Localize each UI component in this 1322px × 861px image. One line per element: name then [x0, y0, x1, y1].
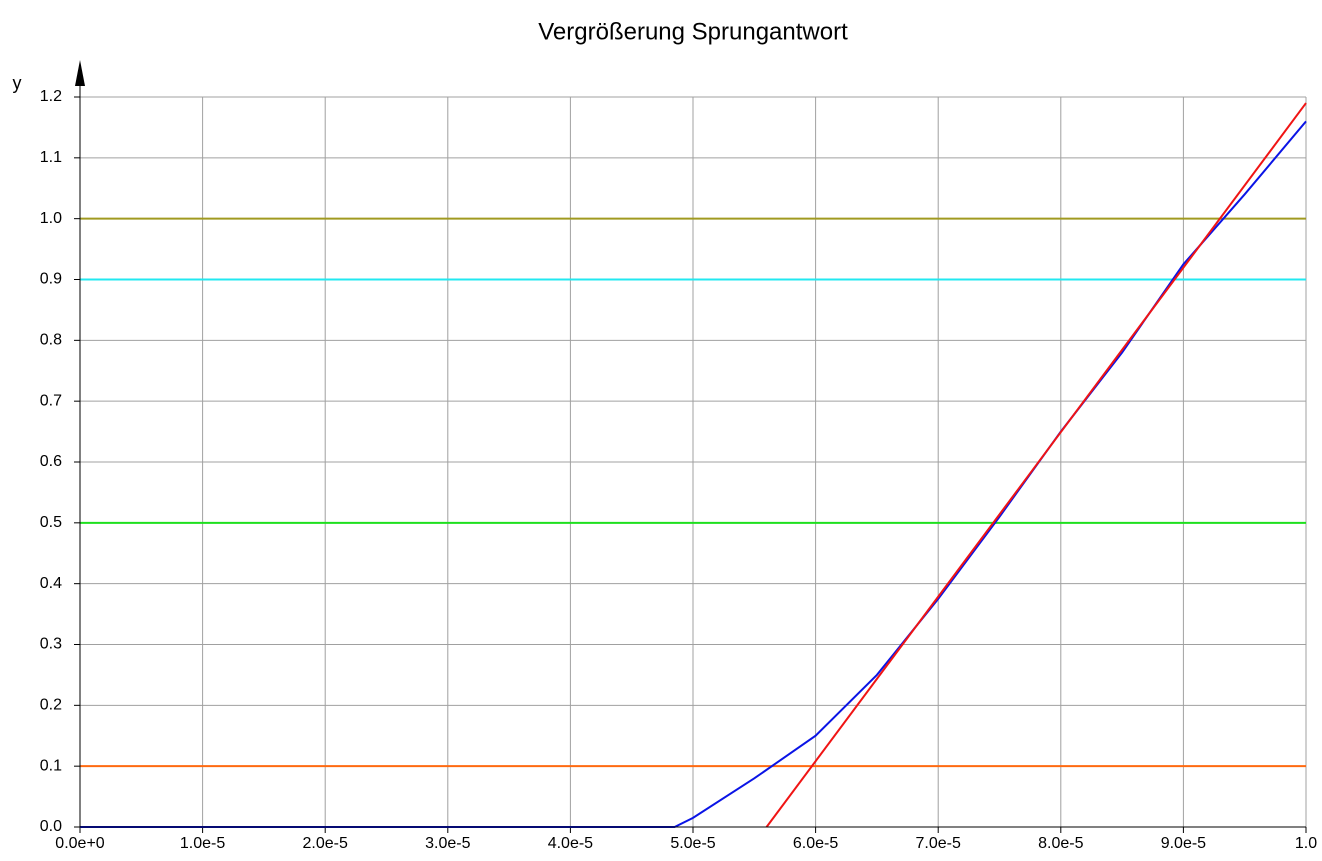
- line-series: [765, 102, 1307, 828]
- y-tick-label: 0.7: [40, 392, 62, 409]
- y-tick-label: 1.0: [40, 210, 62, 227]
- chart-title: Vergrößerung Sprungantwort: [538, 18, 848, 45]
- y-tick-label: 0.3: [40, 636, 62, 653]
- x-tick-label: 1.0e-5: [180, 835, 225, 852]
- x-tick-label: 8.0e-5: [1038, 835, 1083, 852]
- x-tick-label: 5.0e-5: [670, 835, 715, 852]
- y-tick-label: 0.0: [40, 818, 62, 835]
- y-tick-label: 1.2: [40, 88, 62, 105]
- y-tick-label: 0.8: [40, 332, 62, 349]
- x-tick-label: 0.0e+0: [55, 835, 104, 852]
- x-tick-label: 4.0e-5: [548, 835, 593, 852]
- y-tick-label: 0.4: [40, 575, 62, 592]
- x-tick-label: 1.0: [1295, 835, 1317, 852]
- x-tick-label: 9.0e-5: [1161, 835, 1206, 852]
- y-tick-label: 1.1: [40, 149, 62, 166]
- y-tick-label: 0.9: [40, 271, 62, 288]
- line-series: [80, 120, 1307, 828]
- x-tick-label: 6.0e-5: [793, 835, 838, 852]
- y-axis-arrow: [75, 60, 85, 86]
- y-tick-label: 0.2: [40, 697, 62, 714]
- y-axis-label: y: [13, 73, 22, 93]
- x-tick-label: 2.0e-5: [303, 835, 348, 852]
- y-tick-label: 0.6: [40, 453, 62, 470]
- y-tick-label: 0.1: [40, 757, 62, 774]
- y-tick-label: 0.5: [40, 514, 62, 531]
- x-tick-label: 3.0e-5: [425, 835, 470, 852]
- x-tick-label: 7.0e-5: [916, 835, 961, 852]
